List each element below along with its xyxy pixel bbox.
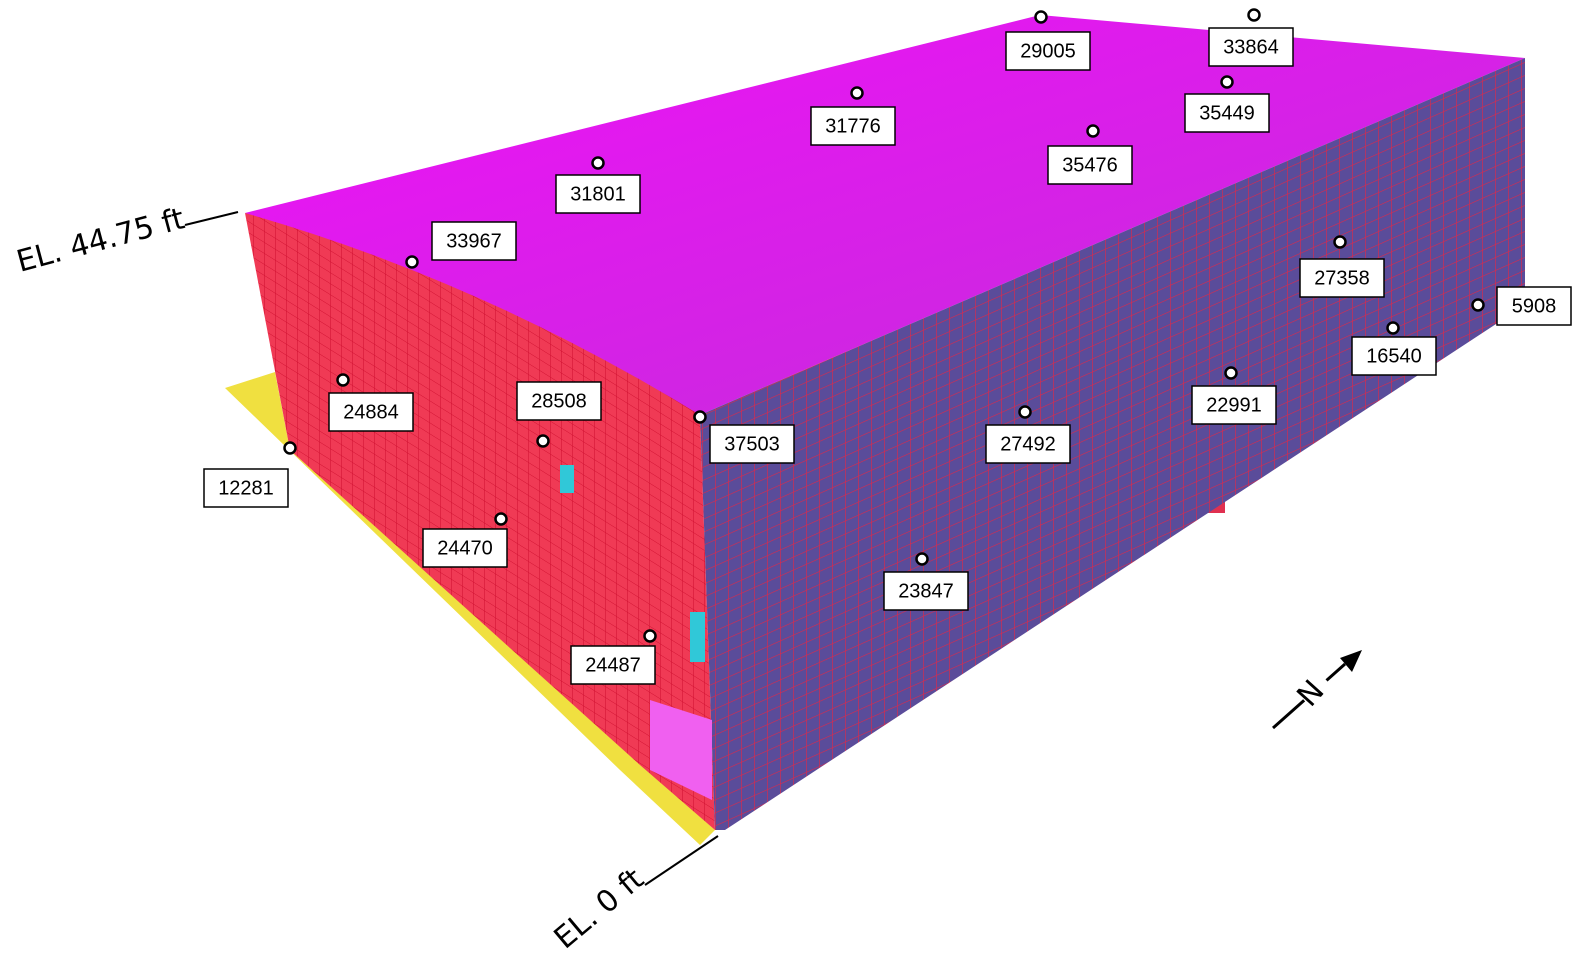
node-point bbox=[336, 373, 350, 387]
label-box bbox=[1496, 286, 1572, 326]
node-callout: 31801 bbox=[555, 156, 641, 214]
node-callout: 29005 bbox=[1005, 10, 1091, 71]
node-label: 27358 bbox=[1314, 267, 1370, 289]
node-callout: 16540 bbox=[1351, 321, 1437, 376]
node-label: 22991 bbox=[1206, 394, 1262, 416]
node-label: 35449 bbox=[1199, 102, 1255, 124]
node-point bbox=[405, 255, 419, 269]
node-label: 31776 bbox=[825, 115, 881, 137]
node-point bbox=[1333, 235, 1347, 249]
node-callout: 33967 bbox=[405, 221, 517, 269]
node-point bbox=[1224, 366, 1238, 380]
node-labels: 29005 33864 35449 31776 35476 31801 33967 27358… bbox=[203, 8, 1572, 685]
node-point bbox=[1247, 8, 1261, 22]
label-box bbox=[1184, 93, 1270, 133]
leader-line bbox=[644, 835, 719, 886]
label-box bbox=[810, 106, 896, 146]
label-bg bbox=[1293, 668, 1337, 712]
node-label: 24487 bbox=[585, 654, 641, 676]
leader-line bbox=[184, 211, 239, 226]
node-label: 23847 bbox=[898, 580, 954, 602]
node-label: 27492 bbox=[1000, 433, 1056, 455]
node-callout: 5908 bbox=[1471, 286, 1572, 326]
node-callout: 35449 bbox=[1184, 75, 1270, 133]
label-box bbox=[1299, 258, 1385, 298]
elevation-label: EL. 0 ft bbox=[548, 862, 651, 957]
node-label: 5908 bbox=[1512, 295, 1557, 317]
node-point bbox=[536, 434, 550, 448]
node-point bbox=[591, 156, 605, 170]
node-label: 33967 bbox=[446, 230, 502, 252]
label-box bbox=[516, 381, 602, 421]
label-box bbox=[555, 174, 641, 214]
node-point bbox=[1086, 124, 1100, 138]
label-box bbox=[1208, 27, 1294, 67]
node-point bbox=[693, 410, 707, 424]
elevation-label: EL. 44.75 ft bbox=[13, 201, 188, 279]
label-box bbox=[203, 468, 289, 508]
north-arrow: N bbox=[1272, 650, 1362, 730]
arrow-head bbox=[1340, 650, 1362, 672]
label-box bbox=[1005, 31, 1091, 71]
node-callout: 24487 bbox=[570, 629, 657, 685]
node-callout: 37503 bbox=[693, 410, 795, 464]
node-point bbox=[643, 629, 657, 643]
node-label: 29005 bbox=[1020, 40, 1076, 62]
label-box bbox=[570, 645, 656, 685]
node-label: 37503 bbox=[724, 433, 780, 455]
node-callout: 24470 bbox=[422, 512, 508, 568]
node-callout: 28508 bbox=[516, 381, 602, 448]
node-callout: 27492 bbox=[985, 405, 1071, 464]
node-point bbox=[1471, 298, 1485, 312]
label-box bbox=[328, 392, 414, 432]
node-callout: 22991 bbox=[1191, 366, 1277, 425]
label-box bbox=[709, 424, 795, 464]
node-point bbox=[283, 441, 297, 455]
node-point bbox=[1034, 10, 1048, 24]
node-label: 33864 bbox=[1223, 36, 1279, 58]
node-point bbox=[915, 552, 929, 566]
node-point bbox=[1018, 405, 1032, 419]
label-box bbox=[1047, 145, 1133, 185]
node-label: 12281 bbox=[218, 477, 274, 499]
node-point bbox=[1386, 321, 1400, 335]
node-label: 24470 bbox=[437, 537, 493, 559]
node-label: 16540 bbox=[1366, 345, 1422, 367]
label-box bbox=[1191, 385, 1277, 425]
node-callout: 12281 bbox=[203, 441, 297, 508]
label-box bbox=[883, 571, 969, 611]
node-label: 31801 bbox=[570, 183, 626, 205]
node-label: 28508 bbox=[531, 390, 587, 412]
node-label: 24884 bbox=[343, 401, 399, 423]
side-wall bbox=[700, 58, 1525, 830]
node-point bbox=[850, 86, 864, 100]
node-callout: 24884 bbox=[328, 373, 414, 432]
node-point bbox=[494, 512, 508, 526]
node-label: 35476 bbox=[1062, 154, 1118, 176]
node-callout: 23847 bbox=[883, 552, 969, 611]
node-callout: 33864 bbox=[1208, 8, 1294, 67]
doorway bbox=[650, 700, 712, 800]
node-point bbox=[1220, 75, 1234, 89]
label-box bbox=[422, 528, 508, 568]
opening bbox=[560, 465, 574, 493]
label-box bbox=[431, 221, 517, 261]
label-box bbox=[985, 424, 1071, 464]
node-callout: 31776 bbox=[810, 86, 896, 146]
label-box bbox=[1351, 336, 1437, 376]
node-callout: 35476 bbox=[1047, 124, 1133, 185]
floor-slab bbox=[225, 372, 715, 845]
node-callout: 27358 bbox=[1299, 235, 1385, 298]
opening bbox=[690, 612, 705, 662]
